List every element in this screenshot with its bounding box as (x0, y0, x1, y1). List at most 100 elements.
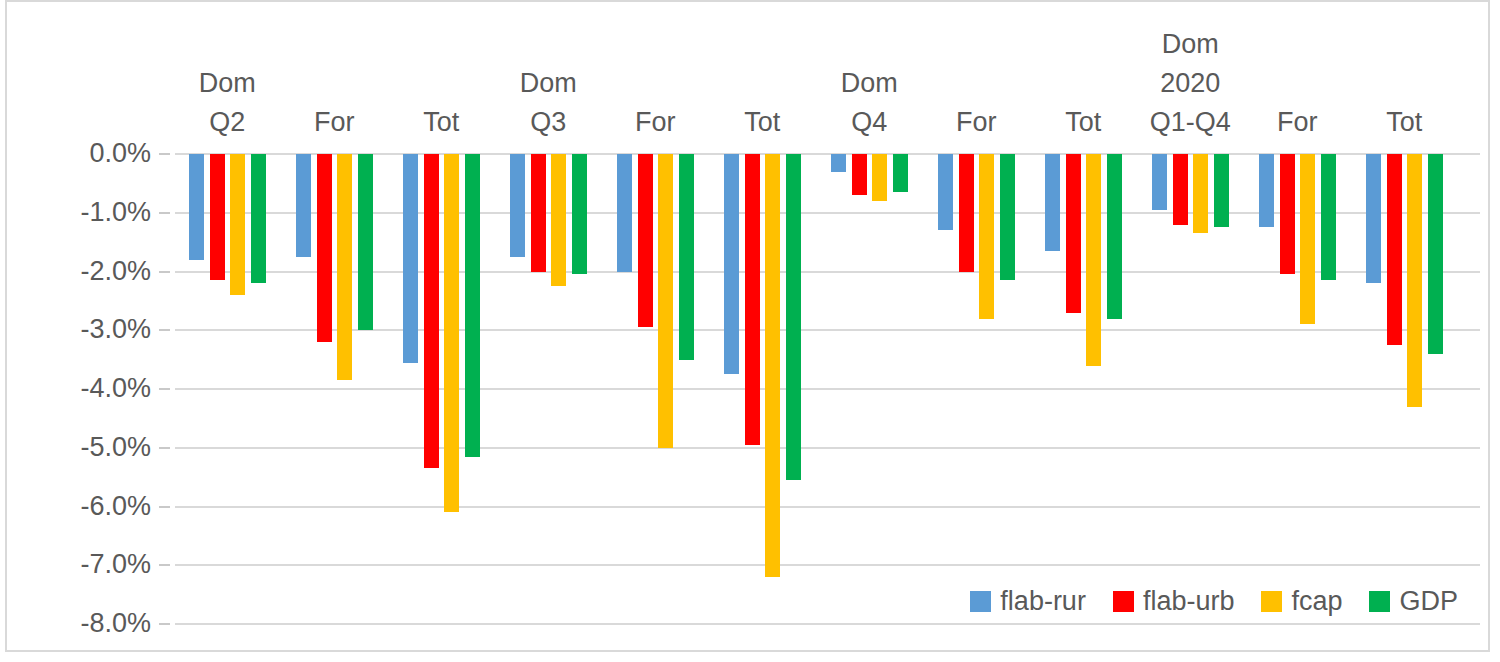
bar-GDP (1214, 154, 1229, 227)
gridline (175, 564, 1480, 566)
bar-flab-urb (852, 154, 867, 195)
legend-swatch-icon (1113, 591, 1134, 612)
y-axis-tick (159, 506, 170, 508)
category-label: Dom Q2 (199, 64, 256, 142)
category-label: For (1277, 103, 1318, 142)
bar-flab-rur (1045, 154, 1060, 251)
bar-flab-urb (531, 154, 546, 272)
gridline (175, 623, 1480, 625)
y-axis-tick-label: -6.0% (7, 487, 151, 525)
chart-frame: Dom Q2 For Tot Dom Q3 For Tot Dom Q4 For Tot Dom … (5, 0, 1490, 652)
bar-GDP (1428, 154, 1443, 354)
bar-flab-urb (210, 154, 225, 280)
y-axis-tick (159, 271, 170, 273)
legend-label: flab-rur (1000, 585, 1086, 617)
y-axis-tick-label: -2.0% (7, 252, 151, 290)
y-axis-tick-label: -5.0% (7, 428, 151, 466)
y-axis-tick-label: -8.0% (7, 604, 151, 642)
bar-flab-urb (1280, 154, 1295, 274)
y-axis-tick-label: 0.0% (7, 134, 151, 172)
bar-flab-rur (510, 154, 525, 257)
y-axis-tick-label: -3.0% (7, 310, 151, 348)
bar-flab-urb (1173, 154, 1188, 225)
bar-flab-urb (959, 154, 974, 272)
legend: flab-rur flab-urb fcap GDP (970, 585, 1458, 617)
gridline (175, 506, 1480, 508)
bar-GDP (358, 154, 373, 330)
legend-item-flab-rur: flab-rur (970, 585, 1086, 617)
plot-area (175, 153, 1480, 623)
y-axis-tick (159, 623, 170, 625)
bar-flab-rur (296, 154, 311, 257)
bar-GDP (679, 154, 694, 360)
legend-item-flab-urb: flab-urb (1113, 585, 1235, 617)
bar-fcap (230, 154, 245, 295)
bar-GDP (465, 154, 480, 457)
legend-item-fcap: fcap (1261, 585, 1342, 617)
bar-fcap (1193, 154, 1208, 233)
category-label: Dom Q3 (520, 64, 577, 142)
bar-flab-rur (938, 154, 953, 230)
bar-flab-rur (1366, 154, 1381, 283)
y-axis-tick (159, 212, 170, 214)
y-axis-tick-label: -7.0% (7, 545, 151, 583)
y-axis: 0.0% -1.0% -2.0% -3.0% -4.0% -5.0% -6.0% -7.0% -… (7, 2, 151, 662)
bar-fcap (658, 154, 673, 448)
bar-flab-rur (403, 154, 418, 363)
bar-flab-rur (189, 154, 204, 260)
y-axis-tick (159, 153, 170, 155)
bar-fcap (551, 154, 566, 286)
bar-GDP (1321, 154, 1336, 280)
gridline (175, 388, 1480, 390)
bar-fcap (337, 154, 352, 380)
bar-GDP (572, 154, 587, 274)
y-axis-tick (159, 388, 170, 390)
bar-fcap (872, 154, 887, 201)
bar-flab-rur (831, 154, 846, 172)
gridline (175, 447, 1480, 449)
y-axis-tick (159, 447, 170, 449)
bar-GDP (893, 154, 908, 192)
legend-swatch-icon (1261, 591, 1282, 612)
bar-flab-urb (424, 154, 439, 468)
category-label: Dom 2020 Q1-Q4 (1150, 25, 1231, 142)
legend-label: GDP (1399, 585, 1458, 617)
bar-fcap (765, 154, 780, 577)
bar-fcap (1407, 154, 1422, 407)
bar-flab-rur (724, 154, 739, 374)
bar-flab-urb (638, 154, 653, 327)
category-label: For (635, 103, 676, 142)
bar-flab-rur (617, 154, 632, 272)
category-label: For (314, 103, 355, 142)
category-label: Tot (1386, 103, 1422, 142)
y-axis-tick (159, 329, 170, 331)
legend-label: flab-urb (1143, 585, 1235, 617)
bar-GDP (786, 154, 801, 480)
category-label: Tot (1065, 103, 1101, 142)
y-axis-tick-label: -1.0% (7, 193, 151, 231)
bar-fcap (444, 154, 459, 512)
bar-flab-urb (317, 154, 332, 342)
bar-fcap (979, 154, 994, 319)
category-axis: Dom Q2 For Tot Dom Q3 For Tot Dom Q4 For Tot Dom … (175, 2, 1480, 142)
legend-swatch-icon (1369, 591, 1390, 612)
legend-item-GDP: GDP (1369, 585, 1458, 617)
bar-GDP (1107, 154, 1122, 319)
bar-fcap (1300, 154, 1315, 324)
bar-flab-urb (1387, 154, 1402, 345)
bar-flab-rur (1152, 154, 1167, 210)
category-label: Tot (423, 103, 459, 142)
bar-flab-urb (1066, 154, 1081, 313)
category-label: Tot (744, 103, 780, 142)
bar-flab-urb (745, 154, 760, 445)
bar-fcap (1086, 154, 1101, 366)
y-axis-tick (159, 564, 170, 566)
legend-label: fcap (1291, 585, 1342, 617)
y-axis-tick-label: -4.0% (7, 369, 151, 407)
bar-GDP (251, 154, 266, 283)
legend-swatch-icon (970, 591, 991, 612)
category-label: Dom Q4 (841, 64, 898, 142)
category-label: For (956, 103, 997, 142)
bar-flab-rur (1259, 154, 1274, 227)
bar-GDP (1000, 154, 1015, 280)
